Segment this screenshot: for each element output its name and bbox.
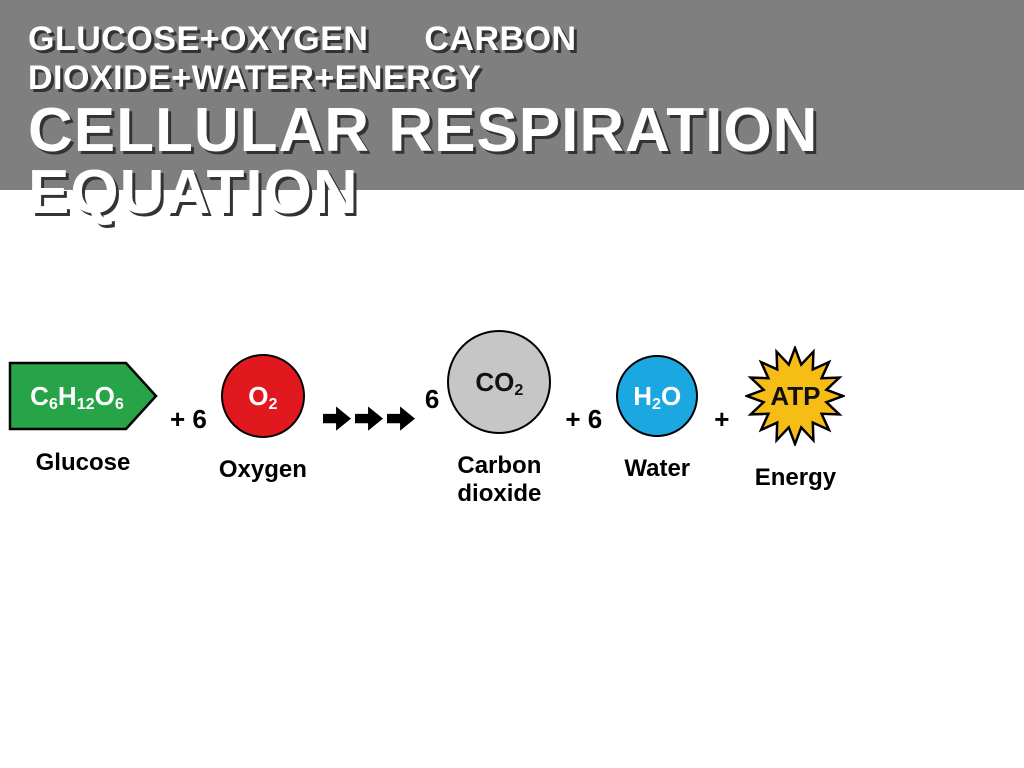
molecule-glucose: C6H12O6 Glucose [8, 361, 158, 477]
co2-shape: CO2 [447, 330, 551, 434]
water-shape: H2O [616, 355, 698, 437]
molecule-oxygen: O2 Oxygen [219, 354, 307, 484]
reaction-arrows [323, 406, 415, 431]
arrow-icon [323, 406, 351, 431]
water-label: Water [624, 455, 690, 483]
glucose-formula: C6H12O6 [30, 381, 124, 412]
header-reactants: GLUCOSE+OXYGEN [28, 20, 368, 58]
equation-diagram: C6H12O6 Glucose + 6 O2 Oxygen 6 CO2 Carb… [0, 330, 1024, 508]
co2-label: Carbon dioxide [457, 452, 541, 508]
atp-label: Energy [755, 464, 836, 492]
header-banner: GLUCOSE+OXYGEN CARBON DIOXIDE+WATER+ENER… [0, 0, 1024, 190]
operator-plus-6-b: + 6 [565, 404, 602, 435]
operator-plus-6-a: + 6 [170, 404, 207, 435]
glucose-label: Glucose [36, 449, 131, 477]
coefficient-6-co2: 6 [425, 384, 439, 415]
operator-plus-c: + [714, 404, 729, 435]
header-equation-text: GLUCOSE+OXYGEN CARBON DIOXIDE+WATER+ENER… [28, 20, 996, 98]
molecule-atp: ATP Energy [745, 346, 845, 492]
oxygen-formula: O2 [248, 381, 277, 412]
glucose-shape: C6H12O6 [8, 361, 158, 431]
water-formula: H2O [633, 381, 681, 412]
molecule-water: H2O Water [616, 355, 698, 483]
molecule-carbon-dioxide: CO2 Carbon dioxide [447, 330, 551, 508]
arrow-icon [355, 406, 383, 431]
header-title: CELLULAR RESPIRATION EQUATION [28, 100, 996, 224]
arrow-icon [387, 406, 415, 431]
co2-formula: CO2 [475, 367, 523, 398]
oxygen-shape: O2 [221, 354, 305, 438]
atp-formula: ATP [770, 381, 820, 412]
oxygen-label: Oxygen [219, 456, 307, 484]
atp-shape: ATP [745, 346, 845, 446]
